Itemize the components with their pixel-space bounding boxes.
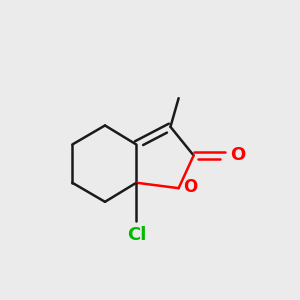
Text: O: O [230,146,245,164]
Text: Cl: Cl [127,226,146,244]
Text: O: O [184,178,198,196]
